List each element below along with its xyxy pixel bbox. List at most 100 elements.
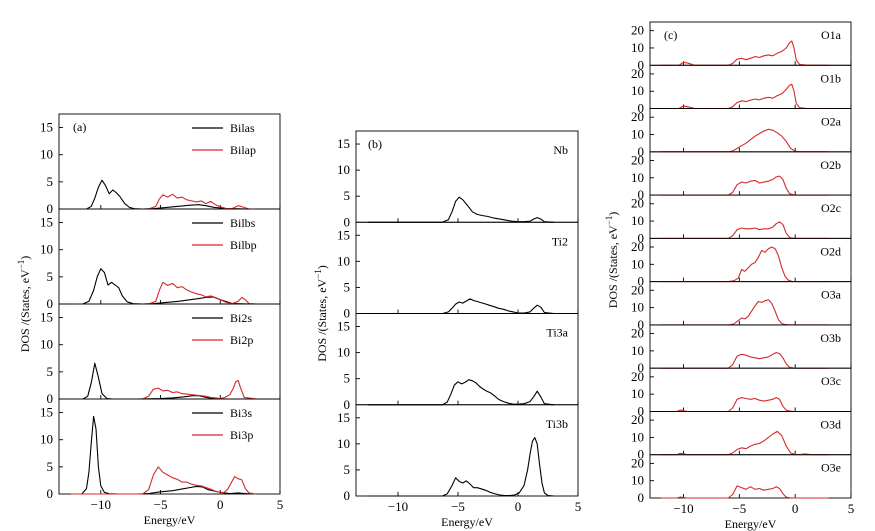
subplot-frame <box>355 221 579 314</box>
legend-label: Bilas <box>230 121 255 135</box>
y-tick-label: 10 <box>631 83 644 98</box>
y-tick-label: 10 <box>631 213 644 228</box>
subplot-O3c: 0 10 20 O3c <box>631 367 852 418</box>
series-line-Ti3b <box>368 437 555 497</box>
series-line-Bilbp <box>70 281 257 305</box>
series-line-O2a <box>661 128 829 153</box>
panel-0: 0 5 10 15 Bilas Bilap 0 5 10 15 Bilbs Bilbp 0 5 10 15 Bi… <box>16 113 283 527</box>
y-tick-label: 10 <box>40 147 53 162</box>
y-tick-label: 20 <box>631 196 644 211</box>
subplot-label: O2a <box>821 115 842 129</box>
series-line-O2d <box>661 246 829 283</box>
panel-1: 0 5 10 15 Nb 0 5 10 15 Ti2 0 5 10 15 Ti3a 0 5 10 15 Ti3b (b)… <box>313 130 582 529</box>
subplot-label: O3c <box>821 374 841 388</box>
subplot-O1a: 0 10 20 O1a <box>631 21 852 72</box>
subplot-O2c: 0 10 20 O2c <box>631 194 852 245</box>
y-axis-label-sup: −1 <box>313 269 323 279</box>
y-tick-label: 20 <box>631 66 644 81</box>
y-tick-label: 10 <box>337 436 350 451</box>
y-axis-label: DOS /(States, eV−1) <box>16 256 32 353</box>
y-tick-label: 10 <box>337 345 350 360</box>
series-line-Bilap <box>70 193 257 210</box>
subplot-label: O2b <box>820 158 841 172</box>
subplot-label: O3e <box>821 461 841 475</box>
y-tick-label: 20 <box>631 282 644 297</box>
y-tick-label: 15 <box>40 405 53 420</box>
y-tick-label: 5 <box>344 462 351 477</box>
y-axis-label-main: DOS /(States, eV <box>18 269 32 352</box>
series-line-O3d <box>661 430 829 456</box>
subplot-label: O2d <box>820 244 841 258</box>
y-tick-label: 0 <box>638 490 645 505</box>
y-tick-label: 5 <box>47 364 54 379</box>
y-tick-label: 0 <box>638 360 645 375</box>
panel-label: (a) <box>73 120 86 134</box>
y-tick-label: 15 <box>40 215 53 230</box>
panel-label: (c) <box>664 28 677 42</box>
series-line-Ti2 <box>368 298 555 315</box>
subplot-frame <box>355 313 579 406</box>
panel-2: 0 10 20 O1a 0 10 20 O1b 0 10 20 O2a 0 10 20 O2b 0 10 20 O2c… <box>604 21 855 531</box>
y-tick-label: 0 <box>47 391 54 406</box>
y-tick-label: 15 <box>40 310 53 325</box>
subplot-O3a: 0 10 20 O3a <box>631 281 852 332</box>
x-axis-label: Energy/eV <box>725 517 777 531</box>
subplot-label: O3a <box>821 288 842 302</box>
subplot-label: O1b <box>820 71 841 85</box>
subplot-Ti3a: 0 5 10 15 Ti3a <box>337 313 579 412</box>
y-tick-label: 0 <box>638 317 645 332</box>
legend-label: Bi2s <box>230 311 252 325</box>
series-line-Bi3s <box>70 415 251 495</box>
x-tick-label: −5 <box>732 501 746 516</box>
y-tick-label: 10 <box>631 386 644 401</box>
x-tick-label: 0 <box>515 499 522 514</box>
subplot-label: Nb <box>553 143 568 157</box>
y-tick-label: 0 <box>638 230 645 245</box>
y-tick-label: 10 <box>631 256 644 271</box>
y-axis-label-close: ) <box>606 212 620 216</box>
x-tick-label: 5 <box>848 501 855 516</box>
y-tick-label: 15 <box>337 227 350 242</box>
y-tick-label: 20 <box>631 412 644 427</box>
y-tick-label: 20 <box>631 369 644 384</box>
series-line-Ti3a <box>368 379 555 406</box>
y-tick-label: 10 <box>40 337 53 352</box>
y-axis-label-sup: −1 <box>604 216 614 226</box>
panel-label: (b) <box>368 137 382 151</box>
subplot-Ti2: 0 5 10 15 Ti2 <box>337 221 579 321</box>
subplot-label: O3b <box>820 331 841 345</box>
y-tick-label: 0 <box>638 403 645 418</box>
subplot-O3d: 0 10 20 O3d <box>631 411 852 462</box>
x-tick-label: 5 <box>575 499 582 514</box>
subplot-frame <box>355 130 579 223</box>
subplot-Bi1b: 0 5 10 15 Bilbs Bilbp <box>40 208 281 311</box>
subplot-O1b: 0 10 20 O1b <box>631 64 852 116</box>
x-tick-label: −10 <box>388 499 408 514</box>
subplot-O2a: 0 10 20 O2a <box>631 108 852 159</box>
y-tick-label: 0 <box>344 214 351 229</box>
y-tick-label: 0 <box>638 274 645 289</box>
y-axis-label-close: ) <box>315 265 329 269</box>
y-tick-label: 10 <box>40 242 53 257</box>
y-tick-label: 0 <box>638 144 645 159</box>
subplot-Bi3: 0 5 10 15 Bi3s Bi3p <box>40 398 281 501</box>
y-tick-label: 0 <box>344 397 351 412</box>
series-line-O1a <box>661 40 829 66</box>
y-tick-label: 0 <box>47 486 54 501</box>
series-line-Bilas <box>70 179 251 210</box>
y-tick-label: 5 <box>344 188 351 203</box>
x-axis-label: Energy/eV <box>441 515 493 529</box>
y-tick-label: 0 <box>47 201 54 216</box>
y-tick-label: 10 <box>631 473 644 488</box>
series-line-O3b <box>661 352 829 369</box>
legend-label: Bilbp <box>230 238 257 252</box>
y-tick-label: 0 <box>344 306 351 321</box>
x-tick-label: 0 <box>792 501 799 516</box>
y-tick-label: 15 <box>337 319 350 334</box>
series-line-Bi2s <box>70 362 251 400</box>
subplot-O2b: 0 10 20 O2b <box>631 151 852 202</box>
x-tick-label: −10 <box>91 497 111 512</box>
y-tick-label: 0 <box>47 296 54 311</box>
legend-label: Bi2p <box>230 333 253 347</box>
